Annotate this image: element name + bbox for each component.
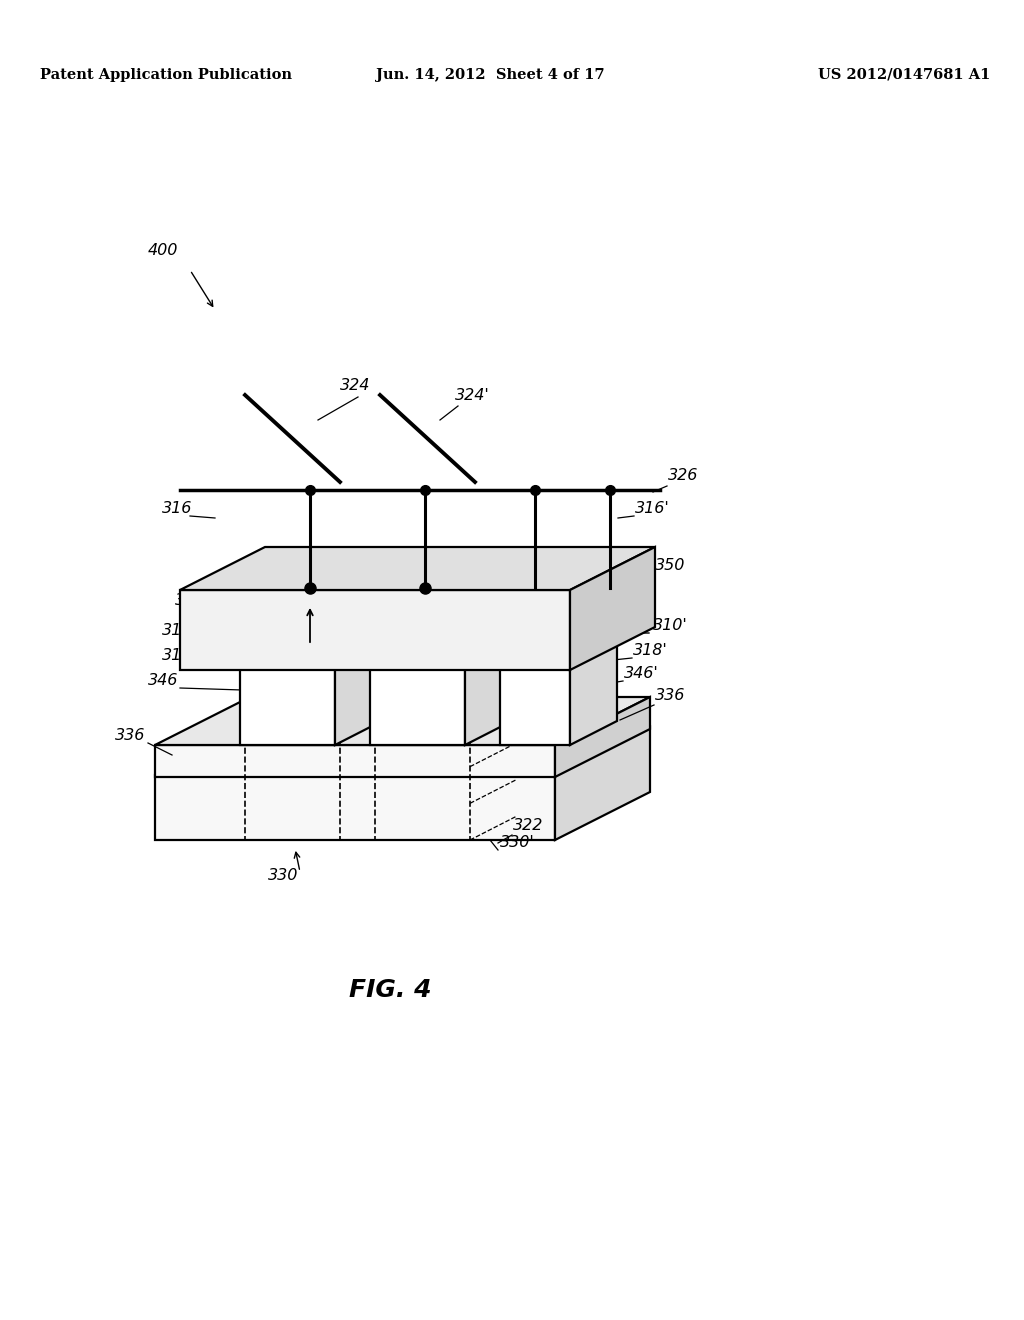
Text: 336: 336 xyxy=(115,729,145,743)
Text: 318': 318' xyxy=(633,643,668,657)
Text: 318: 318 xyxy=(162,648,193,663)
Text: 400: 400 xyxy=(148,243,178,257)
Polygon shape xyxy=(180,546,655,590)
Text: 350: 350 xyxy=(655,558,685,573)
Text: Jun. 14, 2012  Sheet 4 of 17: Jun. 14, 2012 Sheet 4 of 17 xyxy=(376,69,604,82)
Text: 346': 346' xyxy=(624,667,658,681)
Polygon shape xyxy=(500,601,570,744)
Text: 310: 310 xyxy=(162,623,193,638)
Text: 324: 324 xyxy=(340,378,371,393)
Text: 330': 330' xyxy=(500,836,535,850)
Text: 316: 316 xyxy=(162,502,193,516)
Polygon shape xyxy=(555,727,650,840)
Text: FIG. 4: FIG. 4 xyxy=(349,978,431,1002)
Polygon shape xyxy=(180,590,570,671)
Polygon shape xyxy=(465,576,512,744)
Polygon shape xyxy=(155,727,650,775)
Text: 326: 326 xyxy=(668,469,698,483)
Text: 310': 310' xyxy=(653,618,688,634)
Polygon shape xyxy=(370,601,465,744)
Text: 334': 334' xyxy=(593,589,628,605)
Polygon shape xyxy=(570,546,655,671)
Text: US 2012/0147681 A1: US 2012/0147681 A1 xyxy=(817,69,990,82)
Text: 322: 322 xyxy=(513,818,544,833)
Text: Patent Application Publication: Patent Application Publication xyxy=(40,69,292,82)
Polygon shape xyxy=(570,576,617,744)
Polygon shape xyxy=(555,697,650,777)
Text: 336: 336 xyxy=(655,688,685,704)
Text: 346: 346 xyxy=(148,673,178,688)
Polygon shape xyxy=(335,576,382,744)
Polygon shape xyxy=(155,775,555,840)
Polygon shape xyxy=(155,697,650,744)
Text: 324': 324' xyxy=(455,388,489,403)
Text: 316': 316' xyxy=(635,502,670,516)
Polygon shape xyxy=(500,576,617,601)
Polygon shape xyxy=(240,601,335,744)
Polygon shape xyxy=(370,576,512,601)
Polygon shape xyxy=(240,576,382,601)
Text: 330: 330 xyxy=(268,869,298,883)
Text: 334: 334 xyxy=(175,593,206,609)
Polygon shape xyxy=(155,744,555,777)
